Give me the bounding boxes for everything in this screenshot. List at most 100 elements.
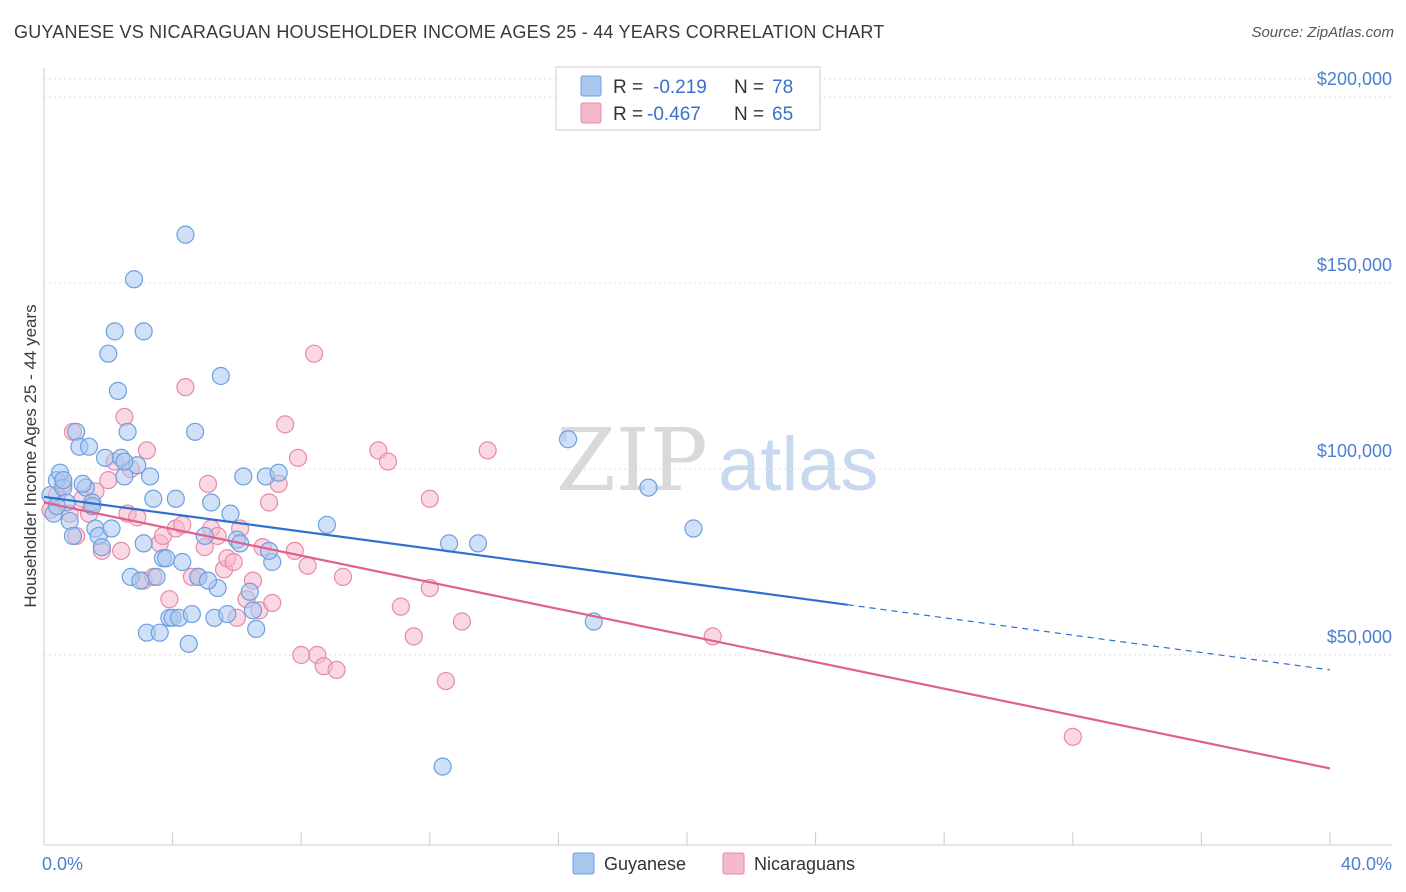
gridlines — [44, 78, 1392, 656]
x-tick-marks — [172, 832, 1331, 845]
legend-n-label-2: N = — [734, 104, 764, 125]
guyanese-point — [684, 519, 703, 538]
legend-n-label-1: N = — [734, 77, 764, 98]
nicaraguan-point — [304, 344, 324, 363]
guyanese-point — [95, 448, 115, 467]
guyanese-point — [157, 549, 176, 568]
guyanese-trendline-extension — [847, 604, 1331, 671]
guyanese-point — [67, 422, 86, 441]
nicaraguan-point — [404, 627, 423, 646]
guyanese-point — [92, 538, 111, 557]
nicaraguan-point — [160, 590, 179, 609]
legend-r-label-2: R = — [613, 104, 643, 125]
guyanese-point — [202, 493, 221, 512]
chart-title: GUYANESE VS NICARAGUAN HOUSEHOLDER INCOM… — [14, 22, 885, 42]
guyanese-point — [198, 571, 218, 590]
guyanese-point — [240, 582, 259, 601]
guyanese-point — [118, 422, 137, 441]
nicaraguan-point — [263, 593, 282, 613]
y-tick-label: $150,000 — [1317, 255, 1392, 275]
guyanese-trendline — [43, 495, 848, 606]
y-tick-label: $200,000 — [1317, 69, 1392, 89]
trendlines — [43, 495, 1331, 770]
y-tick-label: $50,000 — [1327, 627, 1392, 647]
nicaraguan-point — [1063, 727, 1082, 746]
guyanese-point — [63, 526, 83, 546]
nicaraguan-point — [391, 597, 410, 616]
guyanese-point — [247, 619, 266, 639]
guyanese-point — [102, 519, 121, 538]
guyanese-point — [166, 489, 185, 508]
nicaraguan-point — [452, 612, 472, 631]
guyanese-point — [176, 225, 195, 244]
legend-r-value-2: -0.467 — [647, 104, 701, 125]
source-label: Source: ZipAtlas.com — [1251, 24, 1394, 41]
guyanese-point — [558, 430, 578, 449]
guyanese-point — [73, 474, 92, 493]
nicaraguan-point — [112, 541, 131, 560]
legend-bottom: Guyanese Nicaraguans — [572, 852, 855, 875]
nicaraguan-point — [276, 415, 295, 434]
guyanese-point — [108, 381, 128, 400]
guyanese-point — [433, 757, 452, 776]
guyanese-point — [186, 422, 205, 441]
guyanese-point — [134, 322, 153, 341]
bottom-legend-nicaraguans: Nicaraguans — [754, 854, 855, 874]
guyanese-point — [182, 604, 201, 624]
legend-swatch-guyanese — [580, 75, 602, 97]
guyanese-point — [134, 534, 153, 553]
guyanese-point — [639, 478, 658, 497]
guyanese-point — [131, 571, 150, 590]
guyanese-point — [234, 467, 253, 486]
guyanese-point — [221, 504, 240, 523]
nicaraguan-point — [115, 407, 134, 427]
y-axis-label: Householder Income Ages 25 - 44 years — [21, 304, 40, 607]
y-tick-label: $100,000 — [1317, 441, 1392, 461]
x-tick-labels: 0.0% 40.0% — [42, 854, 1392, 874]
bottom-legend-swatch-nicaraguans — [722, 852, 745, 875]
y-tick-labels: $50,000 $100,000 $150,000 $200,000 — [1317, 69, 1392, 647]
guyanese-points — [41, 225, 703, 776]
guyanese-point — [144, 489, 163, 508]
nicaraguan-point — [327, 660, 346, 679]
legend-n-value-1: 78 — [772, 77, 793, 98]
guyanese-point — [99, 344, 118, 363]
guyanese-point — [439, 534, 459, 553]
nicaraguan-point — [333, 567, 353, 586]
guyanese-point — [218, 604, 237, 624]
nicaraguan-point — [176, 378, 195, 397]
guyanese-point — [54, 471, 73, 490]
guyanese-point — [468, 534, 488, 553]
guyanese-point — [79, 437, 99, 456]
nicaraguan-trendline — [43, 501, 1331, 770]
legend-n-value-2: 65 — [772, 104, 793, 125]
nicaraguan-point — [292, 645, 311, 665]
bottom-legend-guyanese: Guyanese — [604, 854, 686, 874]
nicaraguan-point — [259, 493, 279, 512]
nicaraguan-point — [224, 552, 243, 572]
guyanese-point — [60, 511, 79, 531]
nicaraguan-point — [198, 474, 218, 493]
nicaraguan-point — [137, 441, 156, 460]
guyanese-point — [140, 467, 160, 486]
guyanese-point — [115, 452, 134, 471]
guyanese-point — [150, 623, 169, 642]
nicaraguan-point — [420, 489, 439, 508]
legend-r-value-1: -0.219 — [653, 77, 707, 98]
guyanese-point — [173, 552, 192, 572]
guyanese-point — [147, 567, 166, 586]
legend-top: R = -0.219 N = 78 R = -0.467 N = 65 — [555, 66, 821, 131]
axes — [43, 68, 1392, 846]
nicaraguan-point — [478, 441, 497, 460]
guyanese-point — [211, 366, 230, 386]
guyanese-point — [317, 515, 337, 534]
guyanese-point — [179, 634, 198, 653]
guyanese-point — [243, 601, 263, 620]
legend-r-label-1: R = — [613, 77, 643, 98]
watermark-zip: ZIP — [556, 411, 708, 511]
nicaraguan-point — [298, 556, 317, 575]
nicaraguan-point — [436, 671, 455, 691]
guyanese-point — [124, 270, 144, 289]
guyanese-point — [269, 463, 288, 482]
